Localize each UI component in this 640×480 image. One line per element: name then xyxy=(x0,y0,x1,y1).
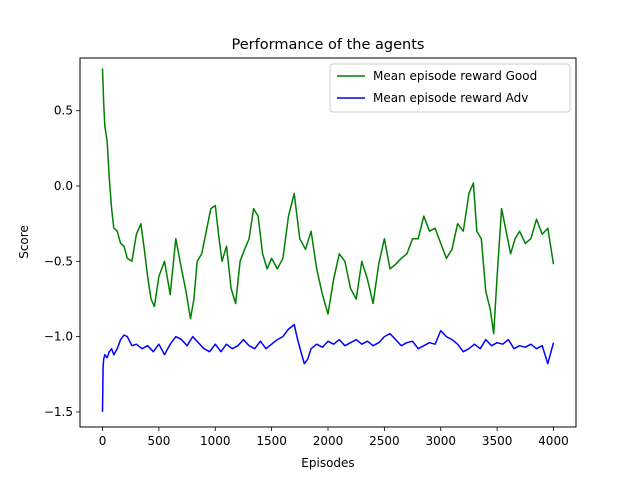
x-tick-label: 3500 xyxy=(482,434,513,448)
legend-label-adv: Mean episode reward Adv xyxy=(373,91,528,105)
y-tick-label: −1.0 xyxy=(44,330,73,344)
series-line-good xyxy=(101,68,555,335)
y-tick-label: 0.0 xyxy=(54,179,73,193)
legend-label-good: Mean episode reward Good xyxy=(373,69,537,83)
chart-title: Performance of the agents xyxy=(232,37,425,53)
legend: Mean episode reward Good Mean episode re… xyxy=(329,63,571,113)
x-axis: 0 500 1000 1500 2000 2500 3000 3500 4000 xyxy=(99,427,569,448)
y-axis-title: Score xyxy=(17,225,31,259)
x-tick-label: 1500 xyxy=(256,434,287,448)
plot-lines xyxy=(101,68,555,412)
x-tick-label: 500 xyxy=(147,434,170,448)
x-tick-label: 1000 xyxy=(200,434,231,448)
y-tick-label: −1.5 xyxy=(44,405,73,419)
series-line-adv xyxy=(101,323,555,412)
x-axis-title: Episodes xyxy=(301,456,354,470)
y-tick-label: 0.5 xyxy=(54,104,73,118)
x-tick-label: 0 xyxy=(99,434,107,448)
y-tick-label: −0.5 xyxy=(44,254,73,268)
x-tick-label: 4000 xyxy=(538,434,569,448)
legend-box xyxy=(329,63,571,113)
y-axis: −1.5 −1.0 −0.5 0.0 0.5 xyxy=(44,104,80,419)
x-tick-label: 2000 xyxy=(313,434,344,448)
x-tick-label: 3000 xyxy=(425,434,456,448)
x-tick-label: 2500 xyxy=(369,434,400,448)
